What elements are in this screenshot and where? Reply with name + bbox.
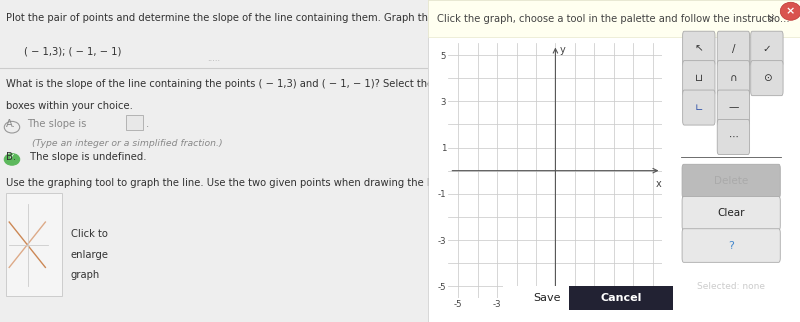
FancyBboxPatch shape (6, 193, 62, 296)
Text: ↖: ↖ (694, 44, 703, 54)
Text: Delete: Delete (714, 176, 748, 186)
Text: ∟: ∟ (694, 103, 703, 113)
Text: /: / (732, 44, 735, 54)
Text: ∩: ∩ (730, 73, 738, 83)
FancyBboxPatch shape (682, 229, 780, 262)
Text: The slope is: The slope is (27, 119, 86, 129)
Text: ⋯: ⋯ (729, 132, 738, 142)
Text: What is the slope of the line containing the points ( − 1,3) and ( − 1, − 1)? Se: What is the slope of the line containing… (6, 79, 650, 89)
Text: Plot the pair of points and determine the slope of the line containing them. Gra: Plot the pair of points and determine th… (6, 13, 459, 23)
Circle shape (4, 154, 20, 165)
Text: enlarge: enlarge (70, 250, 109, 260)
Text: Cancel: Cancel (601, 293, 642, 303)
Text: graph: graph (70, 270, 100, 280)
Text: Clear: Clear (718, 208, 745, 218)
Text: boxes within your choice.: boxes within your choice. (6, 101, 134, 111)
Text: ⊔: ⊔ (694, 73, 703, 83)
Text: Click the graph, choose a tool in the palette and follow the instructio...: Click the graph, choose a tool in the pa… (438, 14, 790, 24)
FancyBboxPatch shape (428, 0, 800, 322)
Text: y: y (559, 45, 565, 55)
Text: Save: Save (534, 293, 561, 303)
Text: ✓: ✓ (762, 44, 771, 54)
FancyBboxPatch shape (750, 31, 783, 66)
Text: ·····: ····· (207, 57, 221, 66)
Text: ?: ? (728, 241, 734, 251)
Text: ( − 1,3); ( − 1, − 1): ( − 1,3); ( − 1, − 1) (23, 47, 121, 57)
Text: ×: × (786, 6, 795, 16)
FancyBboxPatch shape (564, 284, 678, 311)
FancyBboxPatch shape (428, 0, 800, 37)
Text: Click to: Click to (70, 229, 107, 239)
Text: A.: A. (6, 119, 17, 129)
Text: ✓: ✓ (9, 152, 15, 161)
FancyBboxPatch shape (750, 61, 783, 96)
Text: »: » (762, 14, 775, 23)
Text: (Type an integer or a simplified fraction.): (Type an integer or a simplified fractio… (32, 139, 222, 148)
FancyBboxPatch shape (682, 31, 715, 66)
Text: —: — (728, 103, 738, 113)
FancyBboxPatch shape (682, 196, 780, 230)
FancyBboxPatch shape (718, 119, 750, 155)
Text: .: . (146, 119, 149, 129)
FancyBboxPatch shape (126, 115, 143, 130)
FancyBboxPatch shape (682, 164, 780, 198)
FancyBboxPatch shape (718, 31, 750, 66)
Text: Selected: none: Selected: none (697, 282, 765, 291)
FancyBboxPatch shape (718, 61, 750, 96)
Circle shape (780, 2, 800, 20)
Text: The slope is undefined.: The slope is undefined. (27, 152, 146, 162)
Text: x: x (655, 179, 662, 189)
FancyBboxPatch shape (682, 90, 715, 125)
FancyBboxPatch shape (682, 61, 715, 96)
Text: ⊙: ⊙ (762, 73, 771, 83)
FancyBboxPatch shape (498, 284, 595, 311)
Text: B.: B. (6, 152, 17, 162)
FancyBboxPatch shape (718, 90, 750, 125)
Text: Use the graphing tool to graph the line. Use the two given points when drawing t: Use the graphing tool to graph the line.… (6, 178, 449, 188)
